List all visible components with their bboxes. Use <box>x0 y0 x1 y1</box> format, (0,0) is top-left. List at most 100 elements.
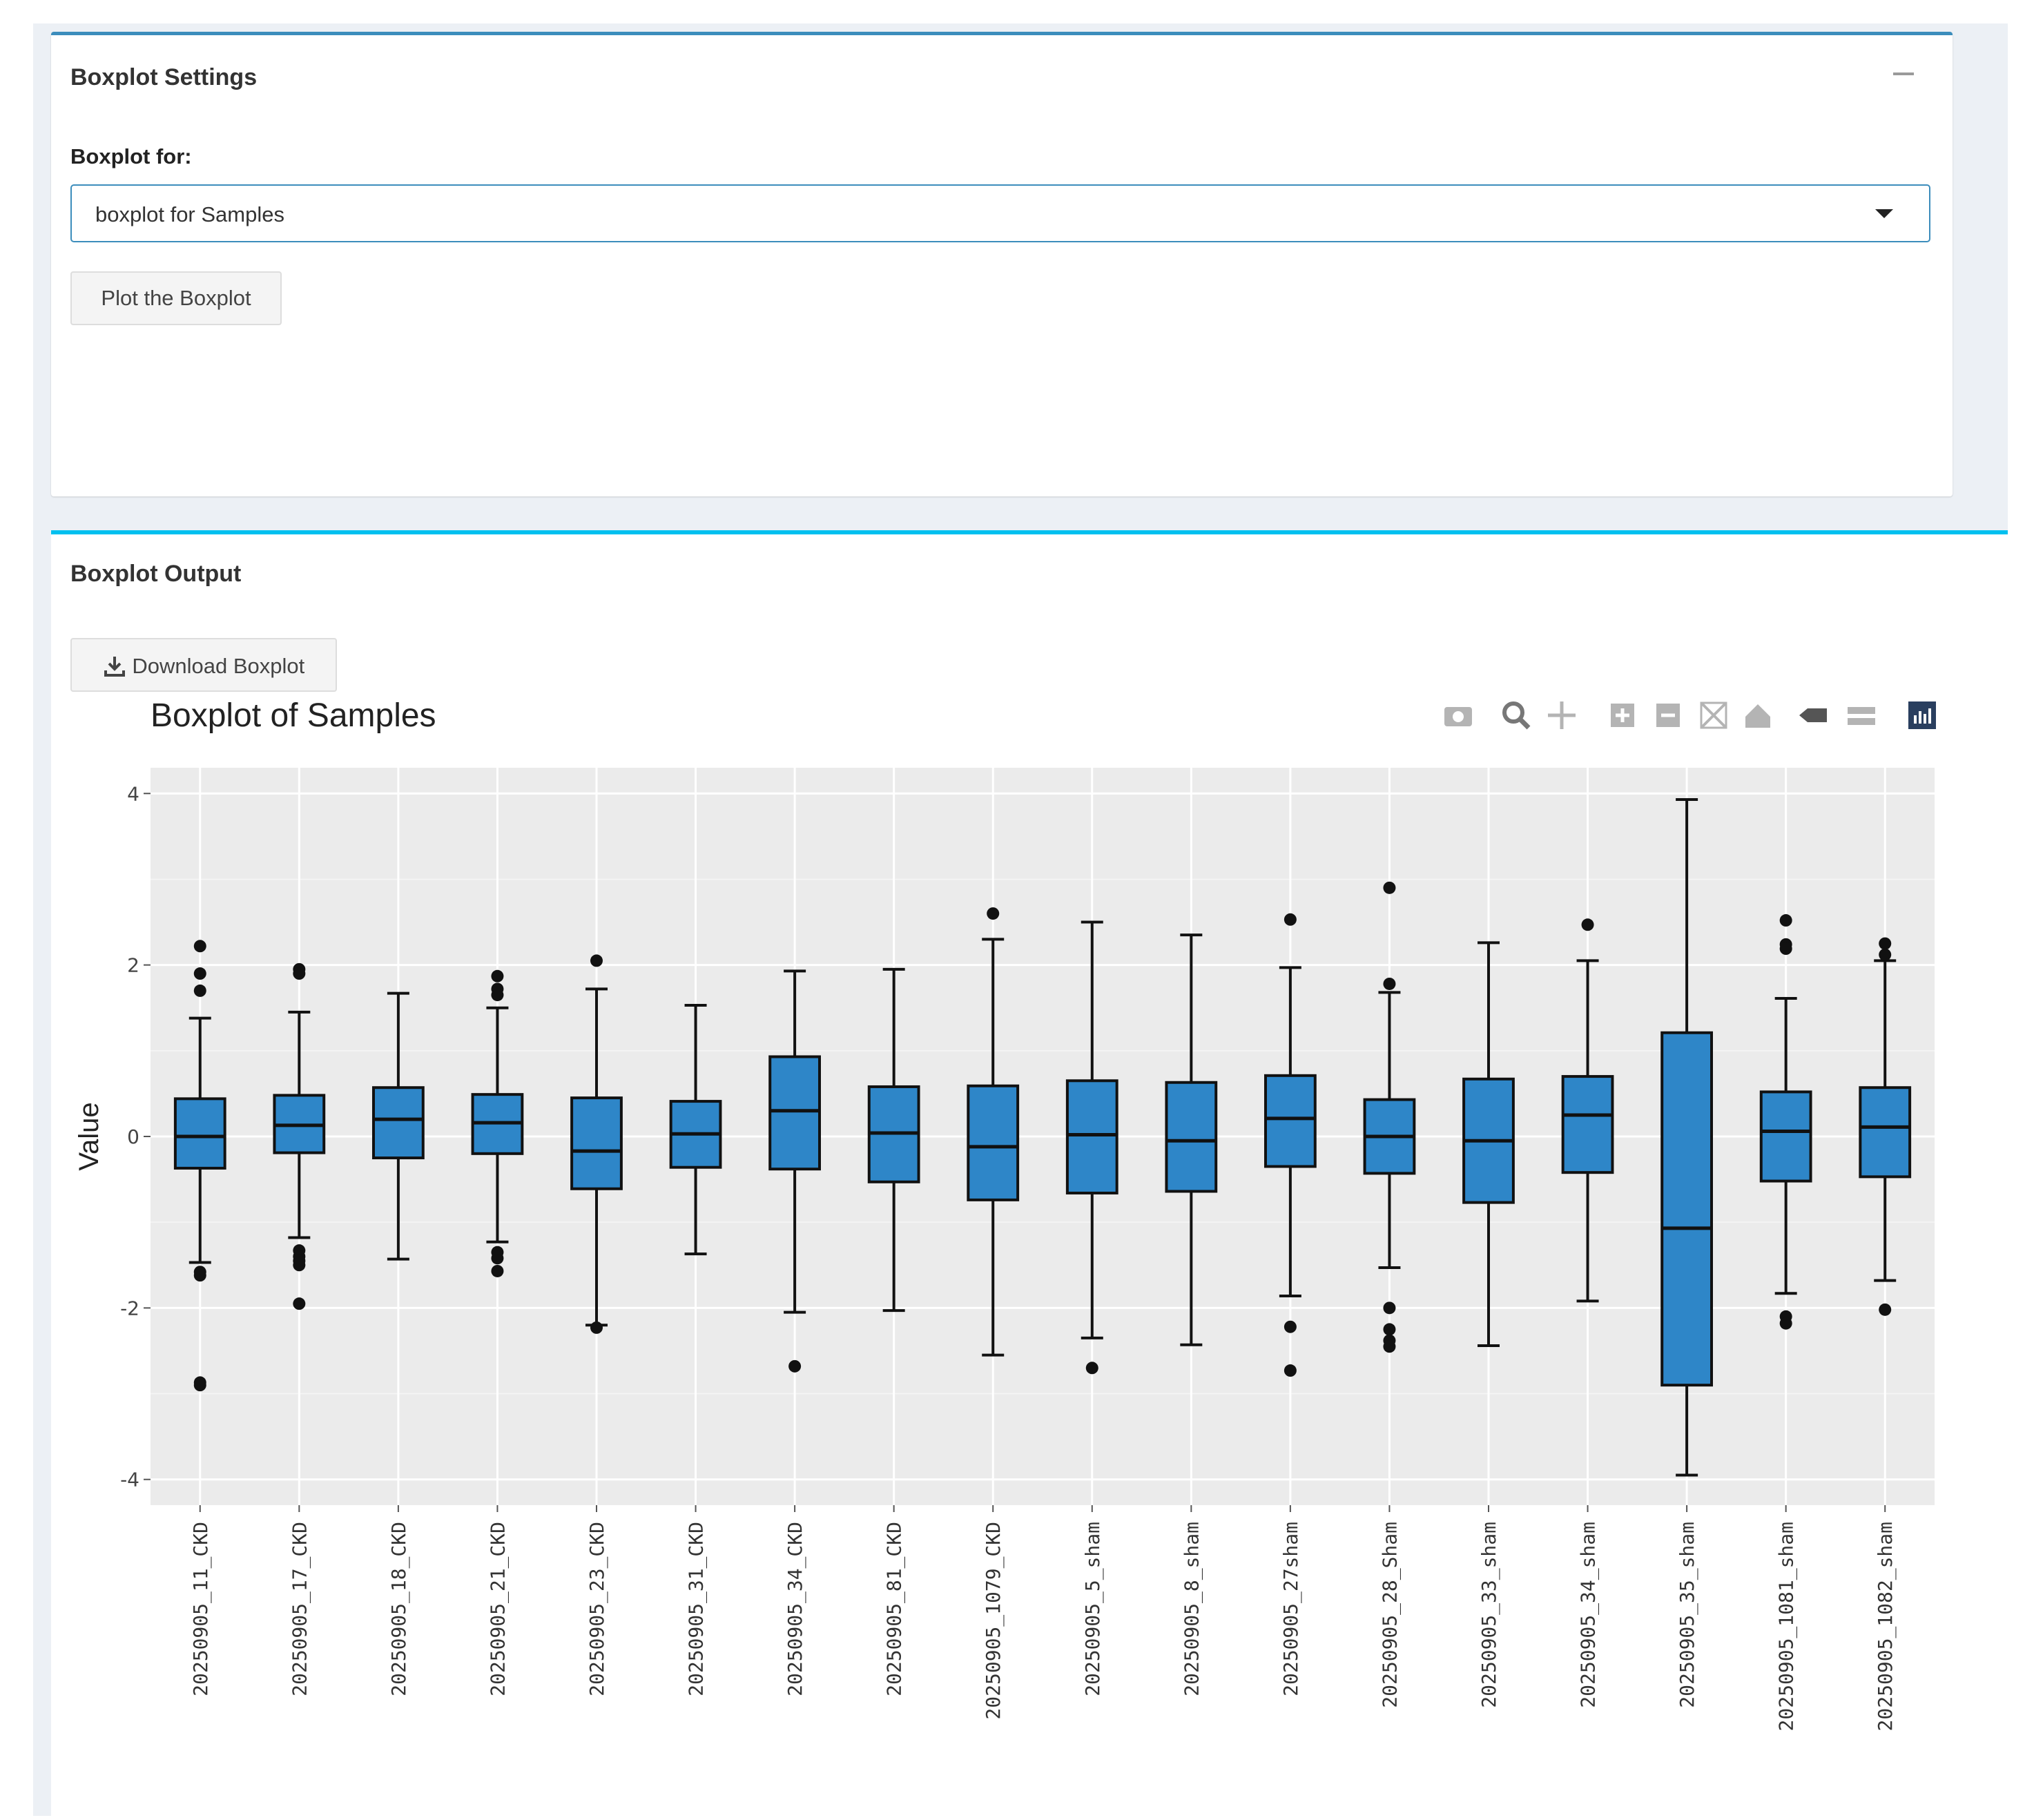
caret-down-icon <box>1875 209 1893 218</box>
box-group <box>1363 881 1416 1353</box>
x-tick-label: 20250905_34_CKD <box>784 1522 807 1696</box>
outlier-point <box>491 1252 504 1265</box>
box-body <box>570 1096 623 1190</box>
outlier-point <box>1383 1340 1396 1353</box>
outlier-point <box>1383 1301 1396 1315</box>
plotly-logo-icon <box>1908 701 1936 729</box>
y-axis-label: Value <box>74 1102 104 1170</box>
zoom-out-icon <box>1656 704 1680 727</box>
autoscale-icon <box>1700 701 1727 729</box>
outlier-point <box>1085 1362 1098 1375</box>
outlier-point <box>1284 1320 1297 1333</box>
zoom-in-icon <box>1611 704 1634 727</box>
outlier-point <box>1779 942 1792 956</box>
plot-boxplot-button[interactable]: Plot the Boxplot <box>70 271 282 325</box>
plot-modebar <box>1444 701 1936 730</box>
x-tick-label: 20250905_1079_CKD <box>982 1522 1005 1720</box>
outlier-point <box>491 1264 504 1277</box>
box-body <box>1759 1090 1812 1183</box>
x-tick-label: 20250905_35_sham <box>1676 1522 1699 1708</box>
box-body <box>173 1097 226 1170</box>
boxplot-for-select[interactable]: boxplot for Samples <box>70 184 1930 242</box>
outlier-point <box>193 984 206 997</box>
outlier-point <box>193 967 206 980</box>
box-group <box>1165 933 1218 1346</box>
camera-icon <box>1444 707 1472 726</box>
chart-title: Boxplot of Samples <box>151 697 436 734</box>
reset-axes-icon <box>1745 704 1770 728</box>
box-group <box>1065 920 1118 1375</box>
box-group <box>867 967 920 1313</box>
boxplot-settings-panel: Boxplot Settings Boxplot for: boxplot fo… <box>51 32 1953 496</box>
outlier-point <box>1383 977 1396 990</box>
x-tick-label: 20250905_28_Sham <box>1378 1522 1402 1708</box>
x-tick-label: 20250905_21_CKD <box>486 1522 510 1696</box>
y-tick-label: -2 <box>120 1297 139 1319</box>
collapse-icon[interactable] <box>1893 72 1914 75</box>
box-body <box>1165 1081 1218 1193</box>
x-axis: 20250905_11_CKD 20250905_17_CKD 20250905_1… <box>189 1505 1897 1731</box>
download-icon <box>104 656 125 677</box>
outlier-point <box>1779 1317 1792 1330</box>
box-group <box>1759 914 1812 1330</box>
box-body <box>1561 1075 1614 1174</box>
output-panel-title: Boxplot Output <box>70 561 242 587</box>
x-tick-label: 20250905_34_sham <box>1577 1522 1600 1708</box>
x-tick-label: 20250905_33_sham <box>1478 1522 1501 1708</box>
x-tick-label: 20250905_8_sham <box>1180 1522 1203 1696</box>
outlier-point <box>1383 881 1396 894</box>
box-group <box>1561 918 1614 1303</box>
outlier-point <box>491 969 504 982</box>
outlier-point <box>293 967 306 980</box>
box-body <box>1264 1074 1317 1168</box>
outlier-point <box>193 1379 206 1392</box>
box-group <box>1264 913 1317 1377</box>
x-tick-label: 20250905_81_CKD <box>883 1522 907 1696</box>
box-group <box>967 907 1020 1357</box>
outlier-point <box>590 954 603 967</box>
box-body <box>1660 1031 1713 1387</box>
box-body <box>1065 1079 1118 1194</box>
box-group <box>173 940 226 1392</box>
box-group <box>471 969 524 1277</box>
box-group <box>273 962 326 1310</box>
box-group <box>1859 937 1912 1316</box>
x-tick-label: 20250905_18_CKD <box>387 1522 411 1696</box>
box-body <box>372 1086 425 1160</box>
outlier-point <box>193 1269 206 1282</box>
y-tick-label: 2 <box>127 954 139 977</box>
box-group <box>372 991 425 1261</box>
x-tick-label: 20250905_27sham <box>1279 1522 1303 1696</box>
x-tick-label: 20250905_1082_sham <box>1874 1522 1897 1731</box>
outlier-point <box>193 940 206 953</box>
outlier-point <box>293 1259 306 1272</box>
x-tick-label: 20250905_11_CKD <box>189 1522 213 1696</box>
boxes-layer <box>173 797 1912 1477</box>
outlier-point <box>1581 918 1594 931</box>
boxplot-for-label: Boxplot for: <box>70 144 192 168</box>
outlier-point <box>1879 948 1892 961</box>
x-tick-label: 20250905_31_CKD <box>685 1522 708 1696</box>
outlier-point <box>1879 937 1892 950</box>
outlier-point <box>788 1359 802 1373</box>
download-label: Download Boxplot <box>132 653 305 678</box>
settings-panel-title: Boxplot Settings <box>70 64 258 90</box>
outlier-point <box>1779 914 1792 927</box>
box-group <box>1660 797 1713 1477</box>
select-value: boxplot for Samples <box>95 202 284 226</box>
box-body <box>768 1055 821 1171</box>
box-group <box>570 954 623 1334</box>
outlier-point <box>590 1321 603 1334</box>
y-tick-label: 0 <box>127 1125 139 1148</box>
outlier-point <box>1879 1303 1892 1316</box>
hover-compare-icon <box>1848 707 1875 725</box>
y-tick-label: -4 <box>120 1469 139 1491</box>
x-tick-label: 20250905_5_sham <box>1081 1522 1105 1696</box>
download-boxplot-button[interactable]: Download Boxplot <box>70 638 337 692</box>
hover-closest-icon <box>1799 708 1827 722</box>
outlier-point <box>1383 1323 1396 1336</box>
box-group <box>768 969 821 1373</box>
box-body <box>1859 1086 1912 1179</box>
box-body <box>967 1084 1020 1201</box>
